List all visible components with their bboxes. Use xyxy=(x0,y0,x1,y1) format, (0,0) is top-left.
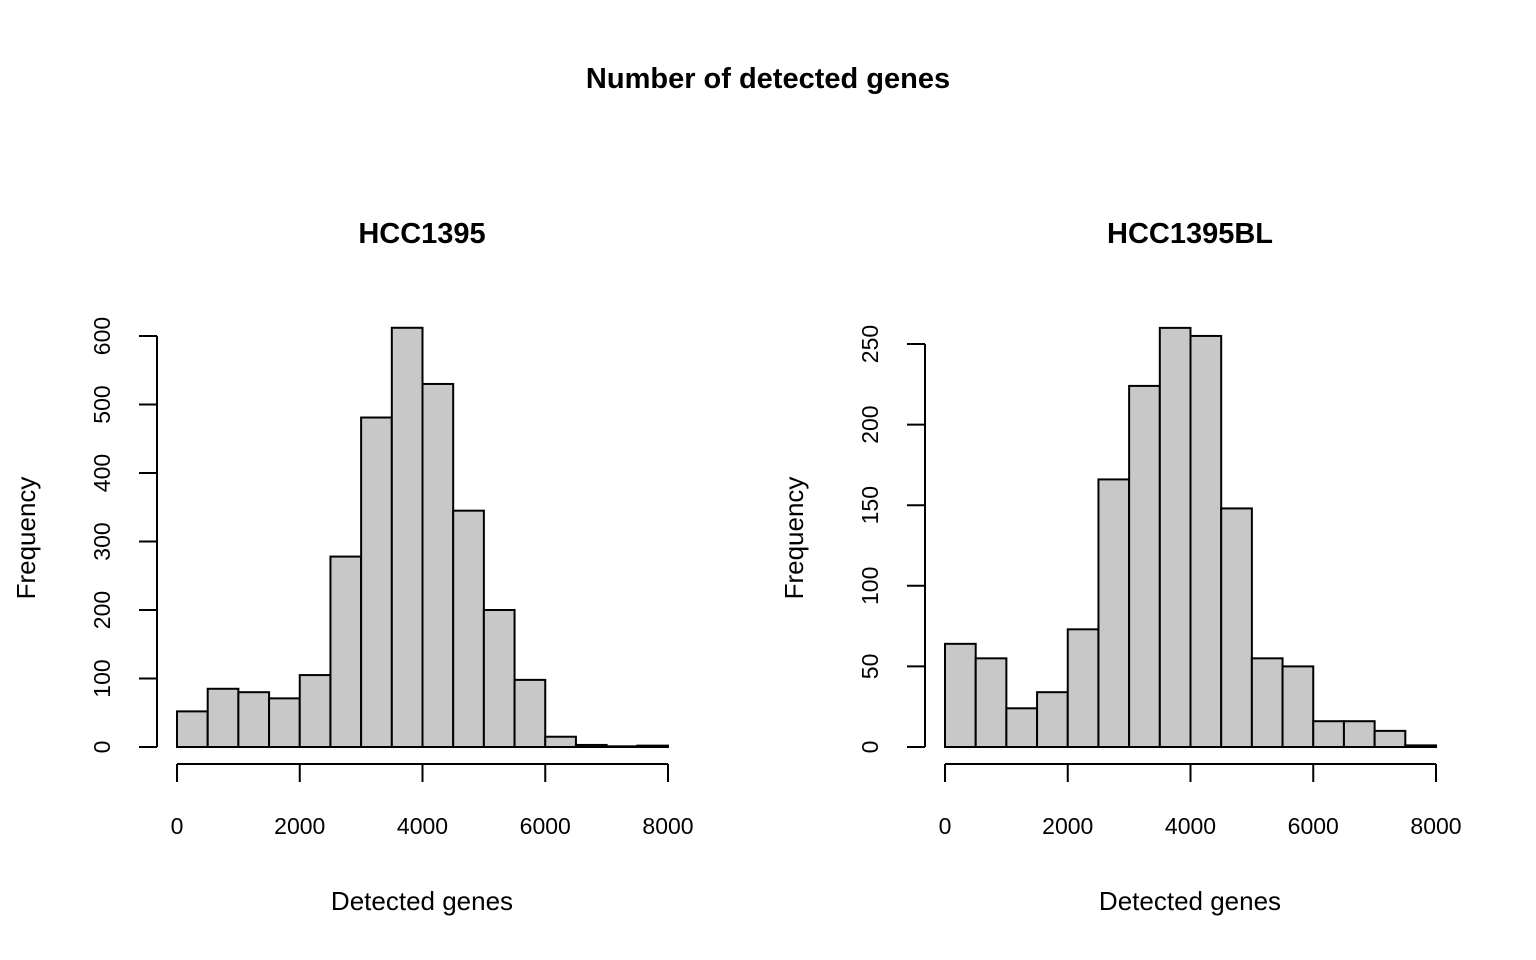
x-axis-label: Detected genes xyxy=(331,886,513,916)
y-tick-label: 100 xyxy=(857,567,883,605)
y-tick-label: 250 xyxy=(857,325,883,363)
histogram-bar xyxy=(1189,334,1223,748)
histogram-hcc1395bl: HCC1395BL Detected genes Frequency 0 2000… xyxy=(779,218,1462,916)
histogram-bar xyxy=(360,416,393,748)
y-tick-label: 200 xyxy=(857,405,883,443)
histogram-bar xyxy=(1373,729,1407,749)
histogram-bar xyxy=(636,744,669,749)
histogram-bar xyxy=(1005,707,1039,749)
y-axis-label: Frequency xyxy=(11,477,41,600)
y-tick-label: 300 xyxy=(89,522,115,560)
bars xyxy=(176,326,669,749)
histogram-bar xyxy=(1128,384,1161,748)
histogram-bar xyxy=(1281,665,1315,749)
x-axis: 0 2000 4000 6000 8000 xyxy=(171,763,694,839)
panel-title: HCC1395BL xyxy=(1107,218,1273,250)
histogram-bar xyxy=(944,642,977,748)
histogram-bar xyxy=(544,735,577,748)
histogram-bar xyxy=(452,509,485,748)
histogram-bar xyxy=(1312,720,1345,749)
histogram-bar xyxy=(390,326,424,748)
bars xyxy=(944,326,1437,749)
histogram-bar xyxy=(1342,720,1376,749)
x-tick-label: 2000 xyxy=(1042,813,1093,839)
histogram-bar xyxy=(1158,326,1192,748)
x-axis-label: Detected genes xyxy=(1099,886,1281,916)
histogram-bar xyxy=(1250,657,1284,749)
histogram-bar xyxy=(176,710,209,749)
y-tick-label: 0 xyxy=(857,741,883,754)
y-tick-label: 0 xyxy=(89,741,115,754)
histogram-bar xyxy=(1404,744,1437,749)
y-tick-label: 400 xyxy=(89,454,115,492)
y-tick-label: 500 xyxy=(89,385,115,423)
x-tick-label: 6000 xyxy=(1288,813,1339,839)
y-axis-label: Frequency xyxy=(779,477,809,600)
histogram-bar xyxy=(268,697,301,748)
histogram-bar xyxy=(482,609,516,748)
histogram-bar xyxy=(574,743,608,749)
histogram-bar xyxy=(605,745,639,749)
y-tick-label: 100 xyxy=(89,659,115,697)
y-tick-label: 600 xyxy=(89,317,115,355)
histogram-hcc1395: HCC1395 Detected genes Frequency 0 2000 40… xyxy=(11,218,694,916)
histogram-bar xyxy=(1036,691,1069,749)
histogram-bar xyxy=(298,674,332,749)
y-axis: 0 50 100 150 200 250 xyxy=(857,325,926,754)
histogram-bar xyxy=(1220,507,1253,749)
histogram-bar xyxy=(974,657,1008,749)
x-tick-label: 8000 xyxy=(642,813,693,839)
x-tick-label: 4000 xyxy=(397,813,448,839)
y-tick-label: 150 xyxy=(857,486,883,524)
x-tick-label: 6000 xyxy=(520,813,571,839)
histogram-bar xyxy=(329,555,363,748)
histogram-bar xyxy=(1097,478,1131,748)
y-tick-label: 200 xyxy=(89,591,115,629)
x-axis: 0 2000 4000 6000 8000 xyxy=(939,763,1462,839)
x-tick-label: 8000 xyxy=(1410,813,1461,839)
histogram-bar xyxy=(237,691,271,749)
histogram-bar xyxy=(513,678,547,748)
y-axis: 0 100 200 300 400 500 600 xyxy=(89,317,158,754)
x-tick-label: 0 xyxy=(939,813,952,839)
histogram-bar xyxy=(421,382,455,748)
figure-title: Number of detected genes xyxy=(586,63,950,95)
y-tick-label: 50 xyxy=(857,654,883,680)
histogram-bar xyxy=(1066,628,1100,748)
panel-title: HCC1395 xyxy=(358,218,485,250)
x-tick-label: 0 xyxy=(171,813,184,839)
x-tick-label: 4000 xyxy=(1165,813,1216,839)
histogram-bar xyxy=(206,687,240,749)
x-tick-label: 2000 xyxy=(274,813,325,839)
